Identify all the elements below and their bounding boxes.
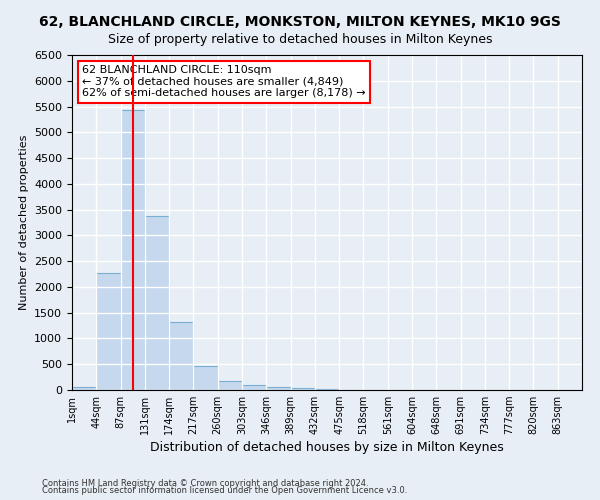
X-axis label: Distribution of detached houses by size in Milton Keynes: Distribution of detached houses by size … (150, 442, 504, 454)
Bar (242, 386, 266, 390)
Text: 62, BLANCHLAND CIRCLE, MONKSTON, MILTON KEYNES, MK10 9GS: 62, BLANCHLAND CIRCLE, MONKSTON, MILTON … (39, 15, 561, 29)
Bar (121, 110, 145, 390)
Bar (169, 322, 193, 390)
Bar (96, 273, 121, 390)
Bar (193, 366, 218, 390)
Text: Contains public sector information licensed under the Open Government Licence v3: Contains public sector information licen… (42, 486, 407, 495)
Text: 62 BLANCHLAND CIRCLE: 110sqm
← 37% of detached houses are smaller (4,849)
62% of: 62 BLANCHLAND CIRCLE: 110sqm ← 37% of de… (82, 65, 366, 98)
Y-axis label: Number of detached properties: Number of detached properties (19, 135, 29, 310)
Bar (72, 386, 96, 390)
Text: Contains HM Land Registry data © Crown copyright and database right 2024.: Contains HM Land Registry data © Crown c… (42, 478, 368, 488)
Bar (290, 388, 315, 390)
Bar (145, 216, 169, 390)
Bar (218, 382, 242, 390)
Bar (266, 387, 290, 390)
Text: Size of property relative to detached houses in Milton Keynes: Size of property relative to detached ho… (108, 32, 492, 46)
